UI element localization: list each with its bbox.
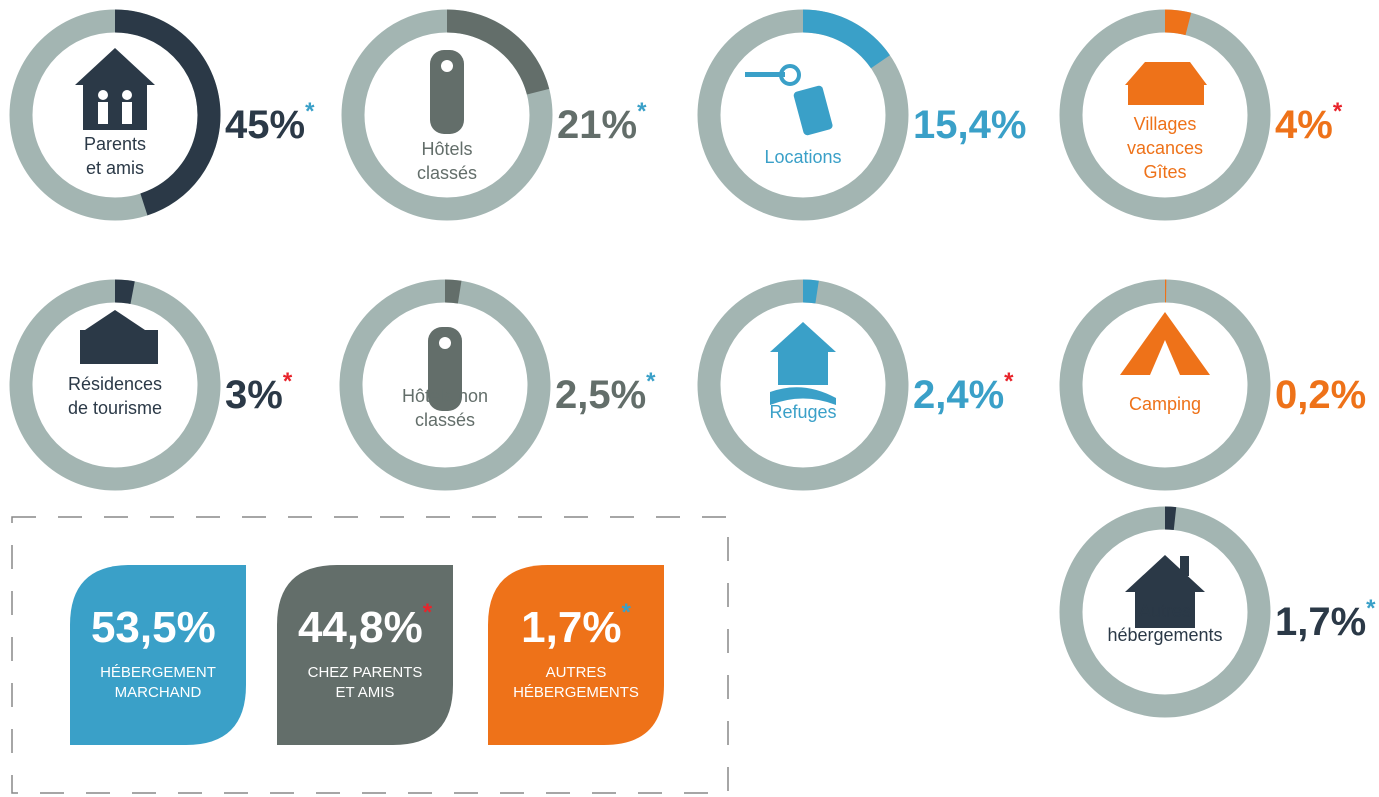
note: *	[1333, 98, 1343, 125]
summary-value: 1,7%*	[521, 599, 631, 651]
note: *	[283, 368, 293, 395]
donut-label: Parents	[84, 134, 146, 154]
value-label: 0,2%	[1275, 373, 1366, 417]
donut-label: classés	[415, 410, 475, 430]
summary-note: *	[216, 599, 226, 626]
arc	[9, 279, 221, 491]
donut-label: Autres	[1139, 601, 1191, 621]
summary-value: 53,5%*	[91, 599, 226, 651]
summary-value-text: 1,7%	[521, 603, 621, 652]
hanger-icon	[428, 327, 462, 411]
donut-label: Hôtels non	[402, 386, 488, 406]
arc	[1059, 279, 1271, 491]
donut-label: Camping	[1129, 394, 1201, 414]
dashed-frame	[11, 516, 729, 794]
summary-label: AUTRES	[546, 664, 607, 681]
donut-label: Hôtels	[421, 139, 472, 159]
donut-label: Villages	[1134, 114, 1197, 134]
summary-value-text: 53,5%	[91, 603, 216, 652]
value-label: 21%*	[557, 98, 647, 146]
donut-label: Refuges	[769, 402, 836, 422]
arc	[697, 279, 909, 491]
key-icon	[745, 64, 833, 136]
summary-box	[70, 565, 246, 745]
refuge-icon	[770, 322, 836, 405]
summary-value-text: 44,8%	[298, 603, 423, 652]
donut-label: classés	[417, 163, 477, 183]
value-text: 2,5%	[555, 373, 646, 417]
arc	[9, 9, 221, 221]
summary-note: *	[621, 599, 631, 626]
value-text: 2,4%	[913, 373, 1004, 417]
donut-label: Résidences	[68, 374, 162, 394]
summary-label: ET AMIS	[336, 684, 395, 701]
summary-label: CHEZ PARENTS	[308, 664, 423, 681]
value-text: 15,4%	[913, 103, 1026, 147]
donut-label: et amis	[86, 158, 144, 178]
note: *	[1004, 368, 1014, 395]
house-icon	[1125, 555, 1205, 628]
value-text: 45%	[225, 103, 305, 147]
value-label: 15,4%	[913, 103, 1026, 147]
value-text: 0,2%	[1275, 373, 1366, 417]
value-text: 21%	[557, 103, 637, 147]
summary-box	[277, 565, 453, 745]
value-label: 1,7%*	[1275, 595, 1376, 643]
value-text: 4%	[1275, 103, 1333, 147]
village-icon	[1125, 62, 1207, 105]
value-label: 4%*	[1275, 98, 1343, 146]
summary-label: MARCHAND	[115, 684, 202, 701]
note: *	[305, 98, 315, 125]
summary-label: HÉBERGEMENT	[100, 664, 216, 681]
summary-label: HÉBERGEMENTS	[513, 684, 639, 701]
value-label: 2,5%*	[555, 368, 656, 416]
note: *	[1366, 595, 1376, 622]
value-label: 45%*	[225, 98, 315, 146]
value-text: 3%	[225, 373, 283, 417]
value-label: 3%*	[225, 368, 293, 416]
building-icon	[80, 310, 158, 364]
tent-icon	[1120, 312, 1210, 375]
arc	[1059, 506, 1271, 718]
arc	[339, 279, 551, 491]
donut-label: hébergements	[1107, 625, 1222, 645]
donut-label: Gîtes	[1143, 162, 1186, 182]
note: *	[646, 368, 656, 395]
arc	[341, 9, 553, 221]
donut-label: de tourisme	[68, 398, 162, 418]
family-icon	[75, 48, 155, 130]
donut-label: Locations	[764, 147, 841, 167]
summary-note: *	[423, 599, 433, 626]
hanger-icon	[430, 50, 464, 134]
value-text: 1,7%	[1275, 600, 1366, 644]
summary-box	[488, 565, 664, 745]
arc	[1059, 9, 1271, 221]
donut-label: vacances	[1127, 138, 1203, 158]
icons	[75, 48, 1210, 628]
arc	[697, 9, 909, 221]
note: *	[637, 98, 647, 125]
summary-value: 44,8%*	[298, 599, 433, 651]
value-label: 2,4%*	[913, 368, 1014, 416]
